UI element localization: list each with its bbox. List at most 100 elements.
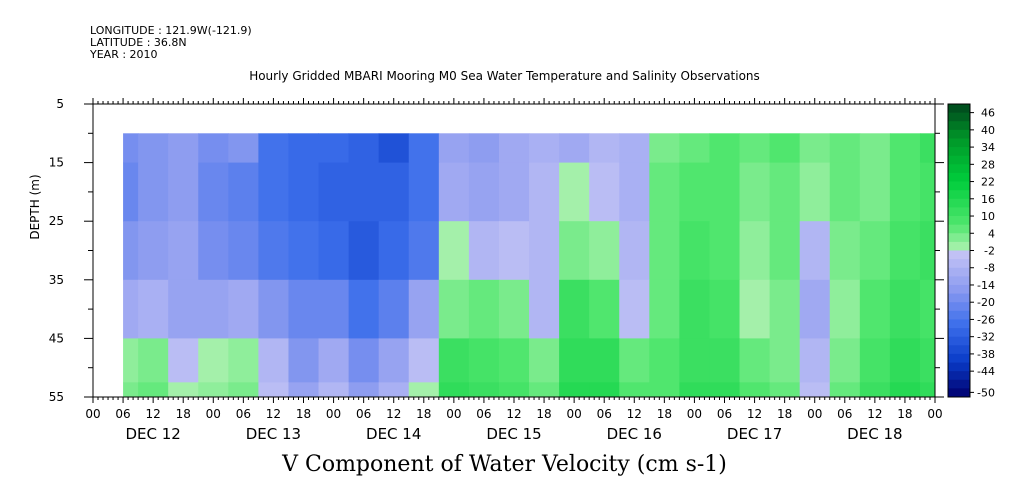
plot-title: Hourly Gridded MBARI Mooring M0 Sea Wate… — [249, 69, 760, 83]
heatmap-cell — [288, 338, 320, 383]
colorbar-swatch — [948, 112, 970, 122]
x-day-label: DEC 13 — [246, 425, 301, 443]
heatmap-cell — [649, 162, 680, 222]
heatmap-cell — [408, 221, 440, 281]
x-hour-tick-label: 06 — [717, 407, 732, 421]
heatmap-cell — [829, 382, 861, 398]
heatmap-cell — [529, 221, 560, 281]
heatmap-cell — [619, 221, 650, 281]
colorbar-label: 40 — [981, 124, 995, 137]
heatmap-cell — [258, 221, 289, 281]
longitude-label: LONGITUDE : 121.9W(-121.9) — [90, 24, 252, 37]
x-hour-tick-label: 12 — [747, 407, 762, 421]
heatmap-cell — [468, 162, 500, 222]
heatmap-cell — [348, 382, 380, 398]
colorbar-swatch — [948, 371, 970, 381]
colorbar-swatch — [948, 284, 970, 294]
colorbar-swatch — [948, 224, 970, 234]
heatmap-cell — [498, 338, 530, 383]
heatmap-cell — [589, 221, 620, 281]
heatmap-cell — [859, 133, 891, 164]
colorbar-swatch — [948, 138, 970, 148]
heatmap-cell — [829, 162, 861, 222]
x-hour-tick-label: 06 — [356, 407, 371, 421]
x-hour-tick-label: 06 — [597, 407, 612, 421]
heatmap-cell — [123, 279, 139, 339]
heatmap-cell — [498, 382, 530, 398]
heatmap-cell — [559, 162, 590, 222]
heatmap-cell — [348, 279, 380, 339]
heatmap-cell — [438, 382, 470, 398]
heatmap-cell — [859, 338, 891, 383]
x-hour-tick-label: 00 — [85, 407, 100, 421]
x-hour-tick-label: 00 — [687, 407, 702, 421]
heatmap-cell — [168, 382, 199, 398]
heatmap-cell — [288, 221, 320, 281]
y-axis-label: DEPTH (m) — [28, 174, 42, 240]
heatmap-cell — [348, 162, 380, 222]
heatmap-cell — [318, 279, 350, 339]
heatmap-cell — [468, 382, 500, 398]
colorbar-swatch — [948, 319, 970, 329]
heatmap-cell — [138, 279, 169, 339]
heatmap-cell — [919, 133, 936, 164]
y-tick-label: 45 — [49, 331, 64, 345]
colorbar-label: 16 — [981, 193, 995, 206]
x-hour-tick-label: 00 — [446, 407, 461, 421]
heatmap-cell — [739, 382, 771, 398]
colorbar: 46 40 34 28 22 16 10 4 -2 -8 -14 -20 -26 -32 -38 -44 -50 — [947, 103, 995, 399]
heatmap-cell — [919, 338, 936, 383]
heatmap-cell — [859, 221, 891, 281]
heatmap-cell — [318, 338, 350, 383]
heatmap-cell — [919, 221, 936, 281]
heatmap-cell — [619, 133, 650, 164]
heatmap-cell — [889, 133, 921, 164]
x-hour-tick-label: 06 — [476, 407, 491, 421]
heatmap-cell — [769, 382, 801, 398]
heatmap-cell — [739, 279, 771, 339]
x-hour-tick-label: 00 — [927, 407, 942, 421]
heatmap-cell — [498, 221, 530, 281]
colorbar-label: -2 — [984, 245, 995, 258]
heatmap-cell — [619, 162, 650, 222]
heatmap-cell — [438, 162, 470, 222]
colorbar-swatch — [948, 250, 970, 260]
y-tick-label: 15 — [49, 156, 64, 170]
x-hour-tick-label: 06 — [236, 407, 251, 421]
heatmap-cell — [198, 382, 229, 398]
heatmap-cell — [198, 221, 229, 281]
heatmap-cell — [378, 162, 410, 222]
heatmap-cell — [709, 221, 741, 281]
x-hour-tick-label: 18 — [536, 407, 551, 421]
colorbar-swatch — [948, 129, 970, 139]
heatmap-cell — [559, 279, 590, 339]
colorbar-swatch — [948, 276, 970, 286]
colorbar-swatch — [948, 190, 970, 200]
heatmap-cell — [468, 279, 500, 339]
heatmap-cell — [123, 338, 139, 383]
colorbar-label: 22 — [981, 176, 995, 189]
heatmap-cell — [859, 382, 891, 398]
heatmap-cell — [919, 279, 936, 339]
colorbar-swatch — [948, 241, 970, 251]
colorbar-swatch — [948, 353, 970, 363]
colorbar-swatch — [948, 207, 970, 217]
heatmap-cell — [679, 133, 710, 164]
colorbar-swatch — [948, 345, 970, 355]
heatmap-cell — [619, 382, 650, 398]
colorbar-swatch — [948, 104, 970, 114]
heatmap-cell — [288, 279, 320, 339]
heatmap-cell — [739, 133, 771, 164]
heatmap-cell — [589, 279, 620, 339]
heatmap-cell — [318, 133, 350, 164]
x-hour-tick-label: 00 — [206, 407, 221, 421]
x-hour-tick-label: 06 — [115, 407, 130, 421]
heatmap-cell — [408, 279, 440, 339]
x-hour-tick-label: 18 — [897, 407, 912, 421]
heatmap-cell — [468, 338, 500, 383]
heatmap-cell — [228, 279, 259, 339]
heatmap-cell — [288, 382, 320, 398]
heatmap-cell — [889, 221, 921, 281]
colorbar-swatch — [948, 233, 970, 243]
x-hour-tick-label: 12 — [266, 407, 281, 421]
